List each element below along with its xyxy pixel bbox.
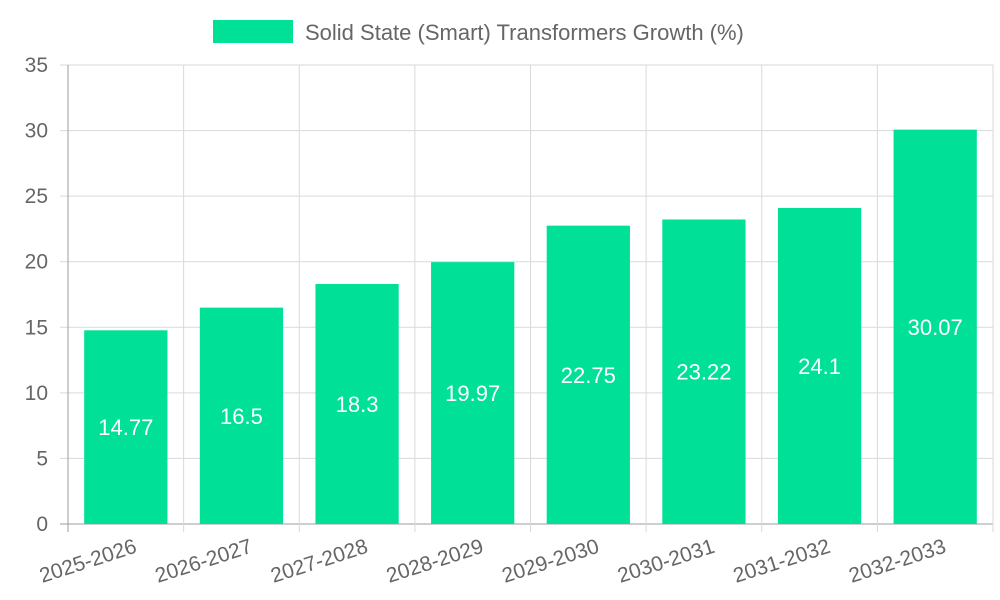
x-tick-label: 2028-2029: [384, 535, 487, 588]
bars: [84, 129, 977, 525]
data-label: 22.75: [561, 363, 616, 388]
legend-label: Solid State (Smart) Transformers Growth …: [305, 20, 744, 45]
bar[interactable]: [199, 307, 284, 524]
bar[interactable]: [84, 330, 168, 524]
y-tick-label: 0: [36, 513, 48, 536]
data-label: 16.5: [220, 404, 263, 429]
y-axis: 0 5 10 15 20 25 30 35: [25, 54, 48, 536]
bar[interactable]: [546, 225, 630, 524]
bar[interactable]: [662, 219, 746, 525]
x-tick-label: 2027-2028: [268, 535, 371, 588]
bar[interactable]: [431, 262, 515, 524]
y-tick-label: 10: [25, 382, 48, 405]
bar[interactable]: [315, 284, 399, 524]
data-label: 30.07: [908, 315, 963, 340]
x-tick-label: 2031-2032: [730, 535, 833, 588]
y-tick-label: 5: [36, 447, 48, 470]
legend[interactable]: Solid State (Smart) Transformers Growth …: [213, 20, 744, 45]
y-tick-label: 20: [25, 251, 48, 274]
y-tick-label: 35: [25, 54, 48, 77]
data-label: 14.77: [98, 415, 153, 440]
x-tick-label: 2032-2033: [846, 535, 949, 588]
data-labels: 14.77 16.5 18.3 19.97 22.75 23.22 24.1 30.07: [98, 315, 962, 440]
x-axis: 2025-2026 2026-2027 2027-2028 2028-2029 2029…: [37, 535, 949, 588]
bar[interactable]: [893, 129, 977, 524]
data-label: 19.97: [445, 381, 500, 406]
x-tick-label: 2029-2030: [499, 535, 602, 588]
data-label: 23.22: [676, 360, 731, 385]
y-tick-label: 30: [25, 120, 48, 143]
bar[interactable]: [777, 207, 862, 524]
legend-swatch: [213, 20, 293, 43]
y-tick-label: 25: [25, 185, 48, 208]
x-tick-label: 2025-2026: [37, 535, 140, 588]
data-label: 18.3: [336, 392, 379, 417]
x-tick-label: 2026-2027: [152, 535, 255, 588]
data-label: 24.1: [798, 354, 841, 379]
y-tick-label: 15: [25, 316, 48, 339]
x-tick-label: 2030-2031: [615, 535, 718, 588]
